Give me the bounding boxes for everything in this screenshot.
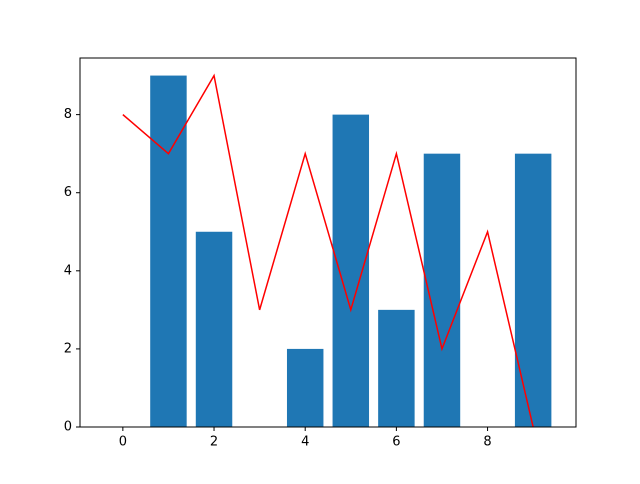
x-tick-label: 2 xyxy=(210,435,218,450)
bar xyxy=(286,348,324,427)
bar xyxy=(195,231,233,427)
y-tick-label: 2 xyxy=(64,341,72,356)
x-tick-label: 8 xyxy=(483,435,491,450)
y-tick-label: 0 xyxy=(64,420,72,435)
line xyxy=(122,73,534,428)
bar xyxy=(150,75,187,428)
x-tick-label: 6 xyxy=(392,435,400,450)
y-tick-label: 6 xyxy=(64,185,72,200)
y-tick-label: 4 xyxy=(64,263,72,278)
y-tick-label: 8 xyxy=(64,107,72,122)
bar xyxy=(514,153,552,427)
bar xyxy=(423,153,461,427)
x-tick-label: 0 xyxy=(119,435,127,450)
bar xyxy=(378,309,415,427)
plot-frame xyxy=(79,57,577,428)
bar xyxy=(332,114,370,427)
x-tick-label: 4 xyxy=(301,435,309,450)
